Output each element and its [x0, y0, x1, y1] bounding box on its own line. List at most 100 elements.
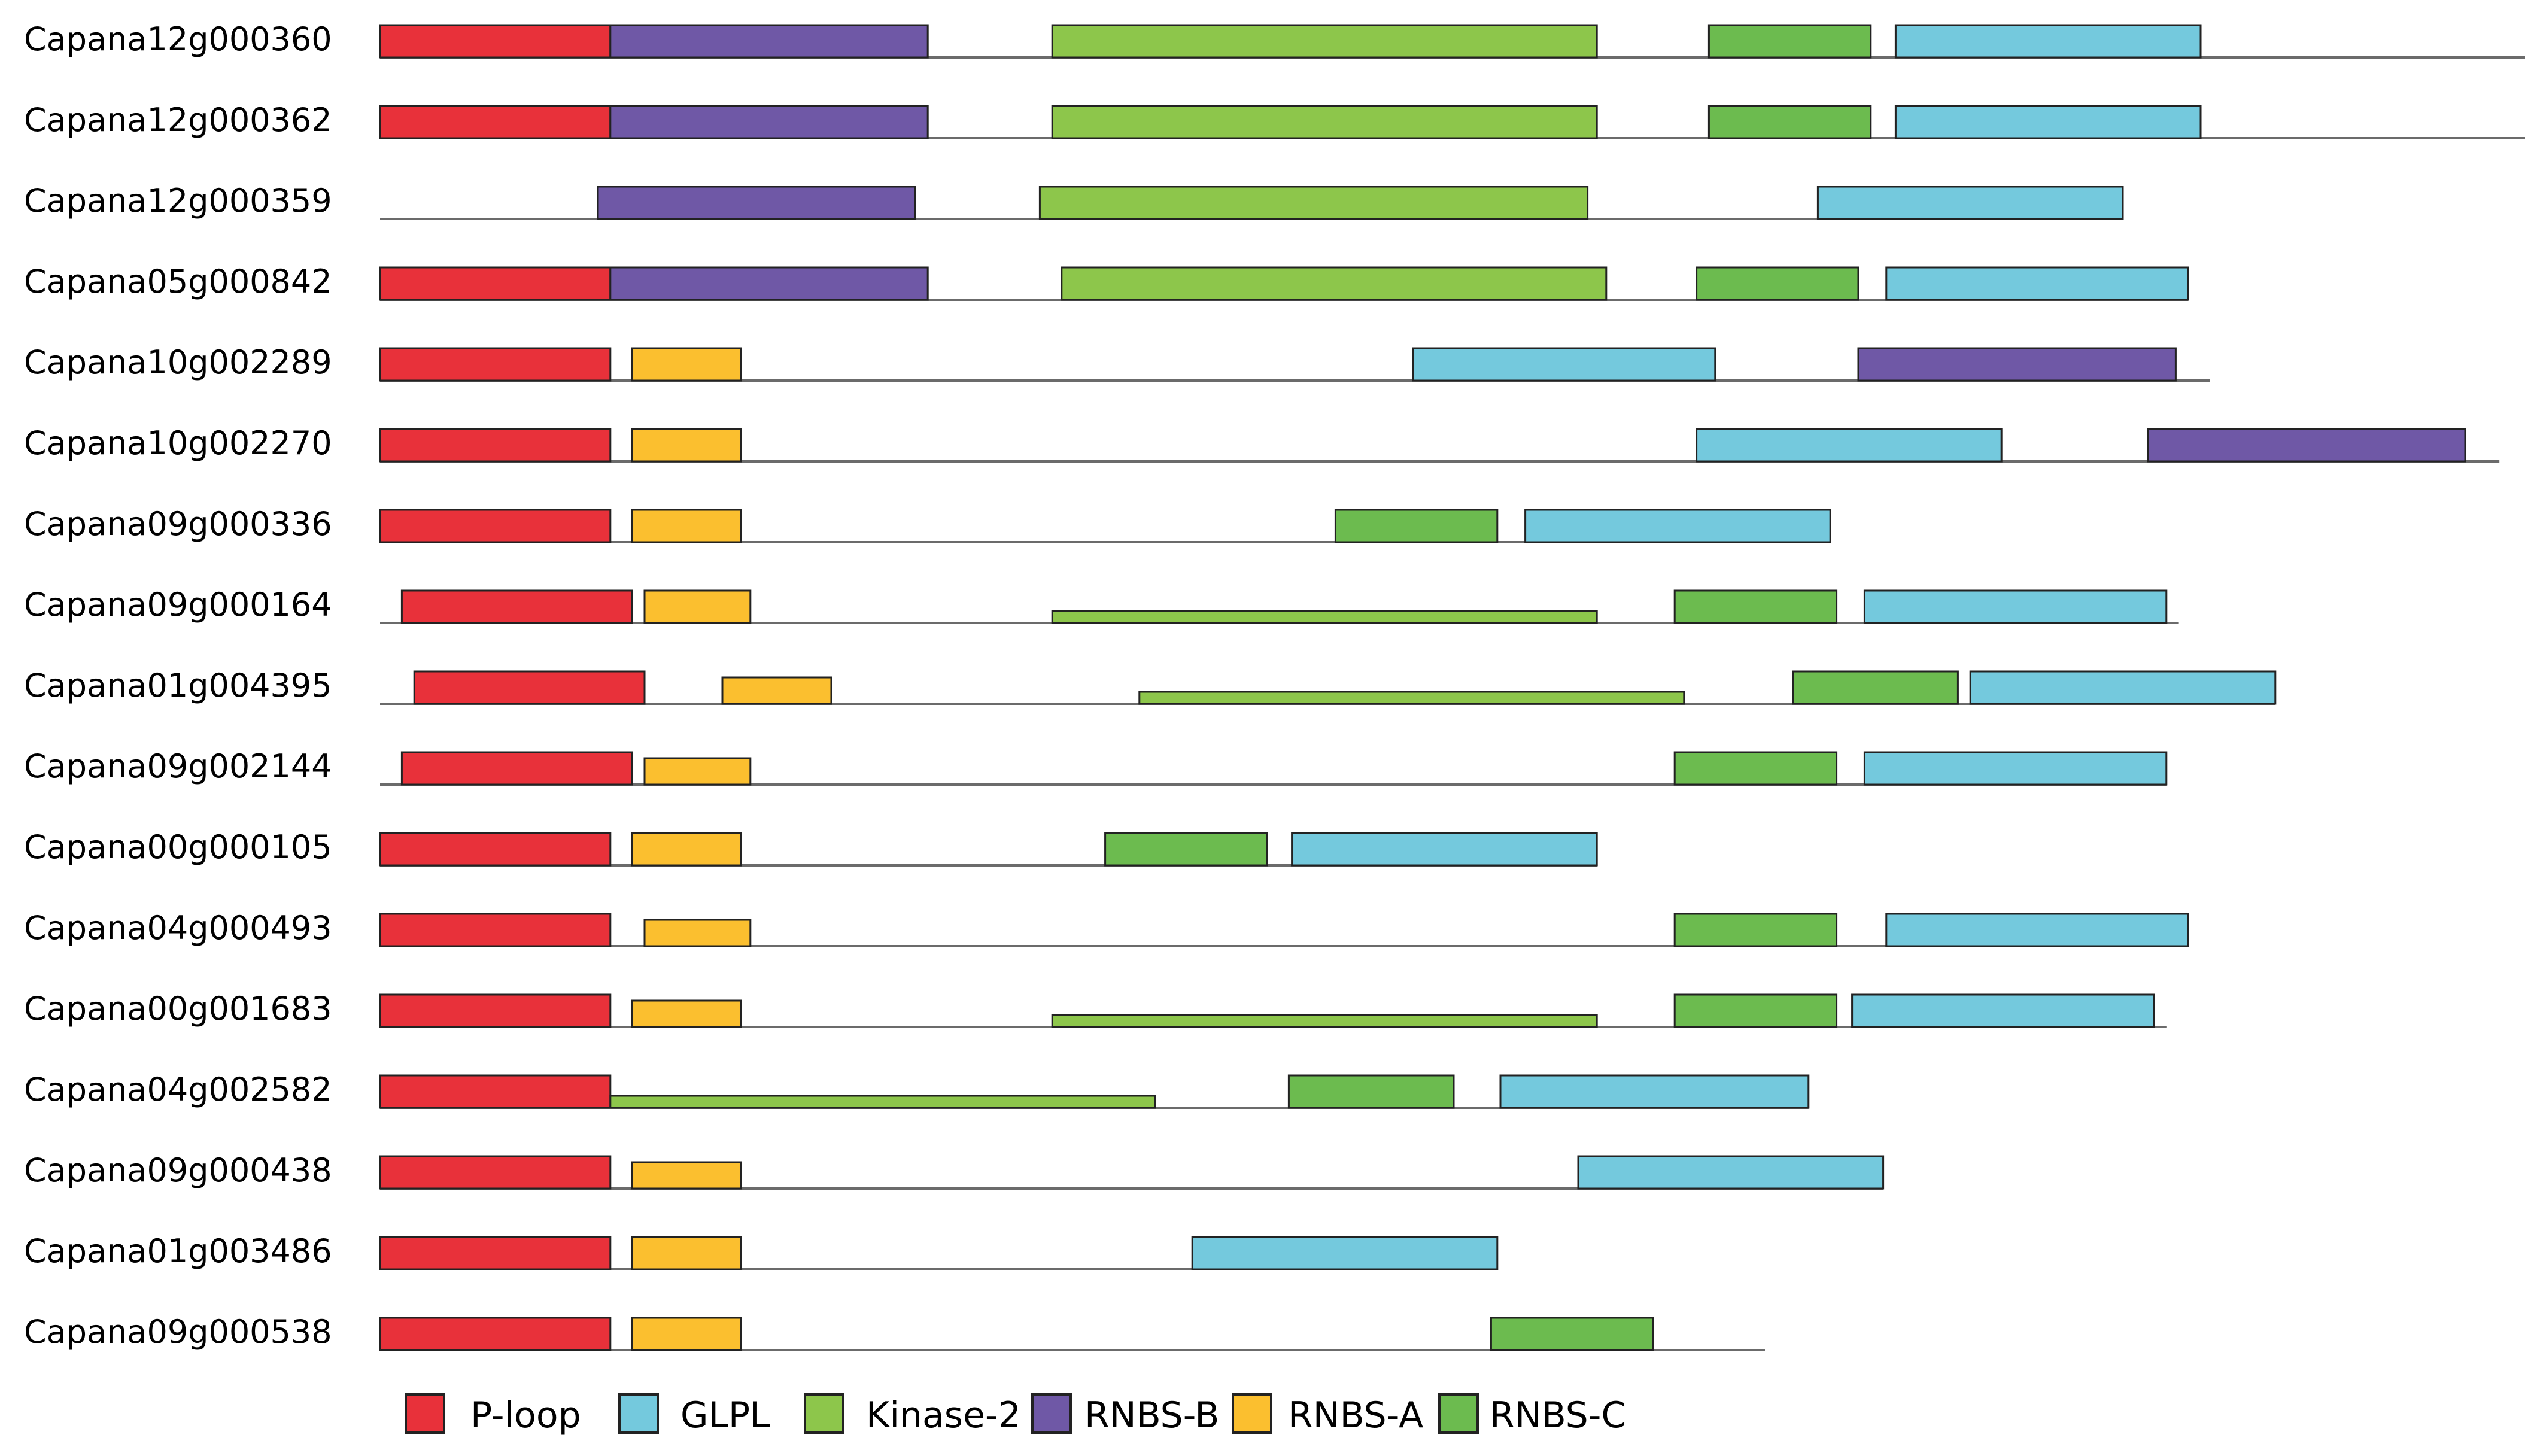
legend-swatch-rnbs-c: [1438, 1393, 1479, 1434]
domain-rnbs-c: [1673, 589, 1838, 624]
domain-glpl: [1524, 509, 1831, 543]
domain-rnbs-b: [609, 105, 929, 139]
gene-row: Capana00g000105: [24, 828, 1598, 867]
domain-p-loop: [379, 1155, 612, 1190]
legend: P-loop GLPL Kinase-2 RNBS-B RNBS-A RNBS-C: [405, 1393, 1626, 1436]
legend-label: RNBS-A: [1288, 1394, 1423, 1436]
gene-label: Capana10g002270: [24, 424, 332, 462]
gene-row: Capana05g000842: [24, 263, 2189, 301]
gene-row: Capana09g000164: [24, 586, 2179, 624]
domain-rnbs-a: [631, 999, 742, 1028]
domain-kinase-2: [609, 1095, 1156, 1109]
domain-p-loop: [379, 347, 612, 382]
domain-p-loop: [379, 509, 612, 543]
domain-glpl: [1885, 913, 2189, 947]
gene-row: Capana09g000438: [24, 1151, 1885, 1190]
domain-glpl: [1894, 24, 2202, 59]
gene-label: Capana12g000360: [24, 20, 332, 58]
domain-glpl: [1191, 1236, 1499, 1270]
gene-label: Capana05g000842: [24, 263, 332, 300]
domain-rnbs-a: [643, 757, 752, 786]
domain-rnbs-b: [609, 266, 929, 301]
domain-rnbs-c: [1673, 751, 1838, 786]
domain-glpl: [1894, 105, 2202, 139]
domain-kinase-2: [1061, 266, 1608, 301]
domain-kinase-2: [1051, 610, 1598, 624]
domain-glpl: [1885, 266, 2189, 301]
legend-label: RNBS-C: [1490, 1394, 1626, 1436]
gene-row: Capana10g002289: [24, 344, 2210, 382]
legend-swatch-p-loop: [405, 1393, 445, 1434]
gene-rows: Capana12g000360 Capana12g000362 Capana12g0…: [24, 20, 2525, 1351]
domain-kinase-2: [1038, 186, 1589, 220]
domain-p-loop: [379, 1317, 612, 1351]
domain-glpl: [1863, 751, 2168, 786]
legend-item-p-loop: P-loop: [405, 1393, 581, 1436]
domain-p-loop: [379, 832, 612, 867]
domain-p-loop: [379, 1236, 612, 1270]
gene-row: Capana09g000336: [24, 505, 1831, 543]
domain-rnbs-c: [1673, 913, 1838, 947]
gene-label: Capana01g003486: [24, 1232, 332, 1270]
domain-rnbs-a: [631, 428, 742, 463]
legend-item-glpl: GLPL: [618, 1393, 770, 1436]
domain-p-loop: [379, 105, 612, 139]
gene-label: Capana00g000105: [24, 828, 332, 866]
gene-label: Capana09g000336: [24, 505, 332, 543]
gene-label: Capana12g000359: [24, 182, 332, 220]
domain-kinase-2: [1051, 105, 1598, 139]
domain-rnbs-c: [1287, 1074, 1455, 1109]
domain-glpl: [1696, 428, 2003, 463]
domain-rnbs-a: [643, 919, 752, 947]
domain-rnbs-a: [643, 589, 752, 624]
domain-rnbs-c: [1334, 509, 1499, 543]
domain-glpl: [1816, 186, 2124, 220]
legend-item-rnbs-a: RNBS-A: [1232, 1393, 1423, 1436]
domain-glpl: [1412, 347, 1716, 382]
domain-kinase-2: [1051, 1014, 1598, 1028]
domain-rnbs-a: [631, 832, 742, 867]
domain-p-loop: [379, 428, 612, 463]
legend-item-kinase-2: Kinase-2: [804, 1393, 1021, 1436]
legend-swatch-rnbs-a: [1232, 1393, 1272, 1434]
legend-swatch-rnbs-b: [1031, 1393, 1072, 1434]
domain-rnbs-c: [1673, 993, 1838, 1028]
gene-label: Capana01g004395: [24, 667, 332, 704]
gene-row: Capana10g002270: [24, 424, 2500, 463]
domain-rnbs-b: [609, 24, 929, 59]
domain-rnbs-a: [631, 1161, 742, 1190]
gene-label: Capana09g000164: [24, 586, 332, 624]
domain-rnbs-c: [1707, 24, 1872, 59]
domain-kinase-2: [1051, 24, 1598, 59]
gene-row: Capana04g002582: [24, 1071, 1810, 1109]
domain-p-loop: [379, 913, 612, 947]
legend-label: Kinase-2: [866, 1394, 1021, 1436]
gene-row: Capana04g000493: [24, 909, 2189, 947]
gene-label: Capana04g000493: [24, 909, 332, 947]
domain-rnbs-a: [631, 1317, 742, 1351]
domain-p-loop: [413, 670, 646, 705]
domain-p-loop: [379, 266, 612, 301]
gene-row: Capana12g000362: [24, 101, 2525, 139]
domain-rnbs-c: [1707, 105, 1872, 139]
gene-row: Capana12g000360: [24, 20, 2525, 59]
domain-p-loop: [379, 24, 612, 59]
gene-row: Capana00g001683: [24, 990, 2167, 1028]
domain-rnbs-b: [597, 186, 916, 220]
domain-rnbs-a: [631, 1236, 742, 1270]
domain-kinase-2: [1138, 691, 1685, 705]
legend-swatch-glpl: [618, 1393, 659, 1434]
domain-rnbs-c: [1696, 266, 1859, 301]
domain-rnbs-c: [1104, 832, 1268, 867]
gene-row: Capana12g000359: [24, 182, 2124, 220]
domain-rnbs-c: [1490, 1317, 1654, 1351]
legend-label: P-loop: [470, 1394, 581, 1436]
domain-rnbs-c: [1792, 670, 1959, 705]
gene-label: Capana10g002289: [24, 344, 332, 381]
legend-label: RNBS-B: [1084, 1394, 1219, 1436]
domain-rnbs-a: [631, 509, 742, 543]
gene-label: Capana09g000438: [24, 1151, 332, 1189]
gene-label: Capana12g000362: [24, 101, 332, 139]
gene-row: Capana09g002144: [24, 747, 2168, 786]
